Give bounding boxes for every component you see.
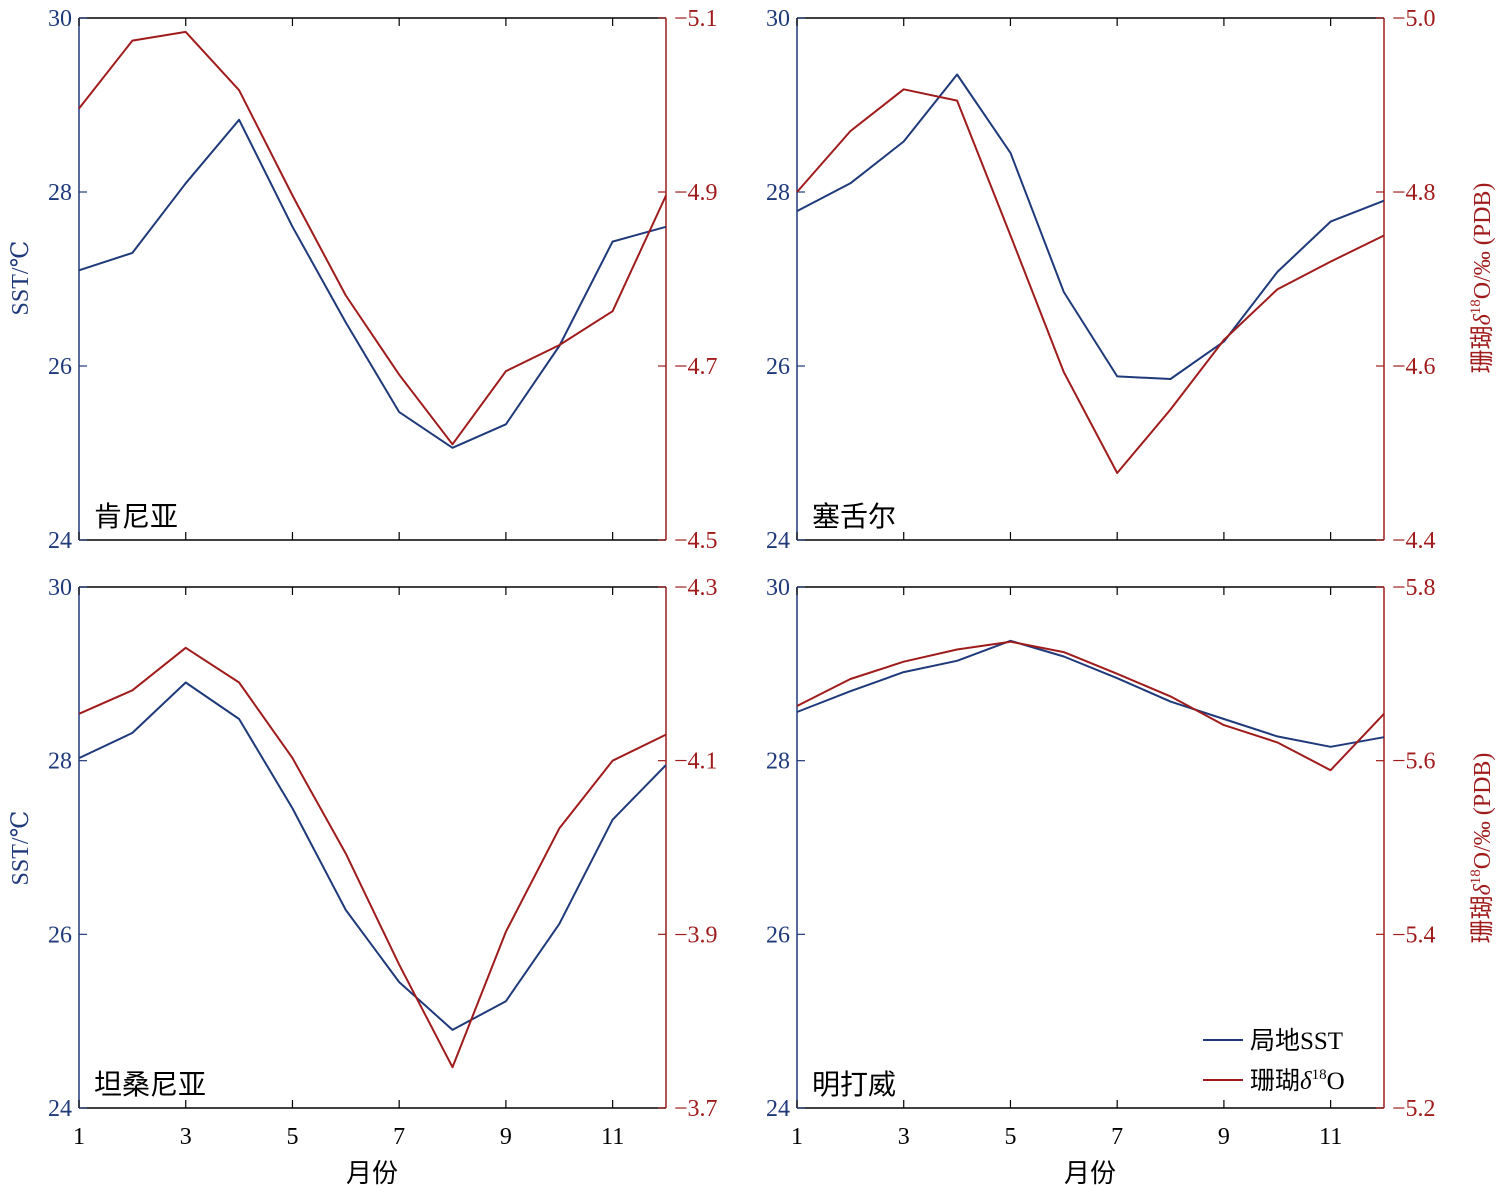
y-right-tick-label: −4.7 <box>674 354 718 380</box>
y-right-tick-label: −5.8 <box>1392 575 1436 601</box>
y-left-tick-label: 28 <box>766 749 790 775</box>
panel-2: 24 26 28 30 −4.4 −4.6 −4.8 −5.0 塞舌尔 <box>766 6 1436 554</box>
y-right-tick-label: −5.6 <box>1392 749 1436 775</box>
y-left-tick-label: 30 <box>48 6 72 32</box>
sst-series-line <box>796 73 1385 380</box>
panel-3: 1 3 5 7 9 11 24 26 28 30 −3.7 −3.9 −4.1 −4.3 坦桑尼亚 <box>48 575 718 1150</box>
x-tick-label: 9 <box>1218 1124 1230 1150</box>
y-left-tick-label: 26 <box>766 354 790 380</box>
y-left-tick-label: 30 <box>766 6 790 32</box>
y-left-tick-label: 24 <box>766 1096 790 1122</box>
panel-label: 塞舌尔 <box>812 501 896 533</box>
x-tick-label: 11 <box>601 1124 624 1150</box>
y-right-tick-label: −5.1 <box>674 6 718 32</box>
y-left-tick-label: 30 <box>48 575 72 601</box>
x-tick-label: 9 <box>500 1124 512 1150</box>
y-left-tick-label: 24 <box>766 528 790 554</box>
sst-series-line <box>796 639 1385 748</box>
x-tick-label: 5 <box>1004 1124 1016 1150</box>
d18o-series-line <box>78 646 667 1069</box>
y-right-tick-label: −4.5 <box>674 528 718 554</box>
x-tick-label: 5 <box>286 1124 298 1150</box>
y-right-tick-label: −4.9 <box>674 180 718 206</box>
xlabel-left: 月份 <box>346 1159 398 1188</box>
legend-d18o-label: 珊瑚δ18O <box>1250 1067 1345 1095</box>
y-right-tick-label: −4.1 <box>674 749 718 775</box>
y-left-tick-label: 24 <box>48 528 72 554</box>
y-right-tick-label: −4.8 <box>1392 180 1436 206</box>
ylabel-left-bottom: SST/℃ <box>8 811 34 886</box>
x-tick-label: 7 <box>393 1124 405 1150</box>
sst-series-line <box>78 681 667 1031</box>
y-right-tick-label: −4.3 <box>674 575 718 601</box>
d18o-series-line <box>78 30 667 446</box>
y-left-tick-label: 24 <box>48 1096 72 1122</box>
x-tick-label: 3 <box>180 1124 192 1150</box>
y-left-tick-label: 28 <box>766 180 790 206</box>
ylabel-right-top: 珊瑚δ18O/‰ (PDB) <box>1468 183 1496 374</box>
panel-label: 肯尼亚 <box>94 501 178 533</box>
x-tick-label: 11 <box>1319 1124 1342 1150</box>
panel-4: 1 3 5 7 9 11 24 26 28 30 −5.2 −5.4 −5.6 −5.8 明打威 <box>766 575 1436 1150</box>
sst-series-line <box>78 118 667 449</box>
panel-1: 24 26 28 30 −4.5 −4.7 −4.9 −5.1 肯尼亚 <box>48 6 718 554</box>
y-left-tick-label: 26 <box>48 922 72 948</box>
ylabel-left-top: SST/℃ <box>8 241 34 316</box>
xlabel-right: 月份 <box>1064 1159 1116 1188</box>
panel-label: 明打威 <box>812 1069 896 1101</box>
legend-sst-label: 局地SST <box>1250 1027 1343 1055</box>
legend: 局地SST 珊瑚δ18O <box>1203 1027 1345 1095</box>
panel-label: 坦桑尼亚 <box>94 1070 206 1101</box>
d18o-series-line <box>796 88 1385 474</box>
y-right-tick-label: −5.0 <box>1392 6 1436 32</box>
y-right-tick-label: −5.2 <box>1392 1096 1436 1122</box>
d18o-series-line <box>796 640 1385 772</box>
y-left-tick-label: 28 <box>48 749 72 775</box>
y-left-tick-label: 26 <box>766 922 790 948</box>
ylabel-right-bottom: 珊瑚δ18O/‰ (PDB) <box>1468 753 1496 944</box>
x-tick-label: 1 <box>791 1124 803 1150</box>
x-tick-label: 7 <box>1111 1124 1123 1150</box>
y-right-tick-label: −4.6 <box>1392 354 1436 380</box>
y-right-tick-label: −5.4 <box>1392 922 1436 948</box>
y-right-tick-label: −3.7 <box>674 1096 718 1122</box>
x-tick-label: 3 <box>898 1124 910 1150</box>
x-tick-label: 1 <box>73 1124 85 1150</box>
y-left-tick-label: 28 <box>48 180 72 206</box>
y-right-tick-label: −3.9 <box>674 922 718 948</box>
y-left-tick-label: 26 <box>48 354 72 380</box>
y-left-tick-label: 30 <box>766 575 790 601</box>
y-right-tick-label: −4.4 <box>1392 528 1436 554</box>
panels: 24 26 28 30 −4.5 −4.7 −4.9 −5.1 肯尼亚 24 26 28 30 −4.4 −… <box>48 6 1436 1150</box>
